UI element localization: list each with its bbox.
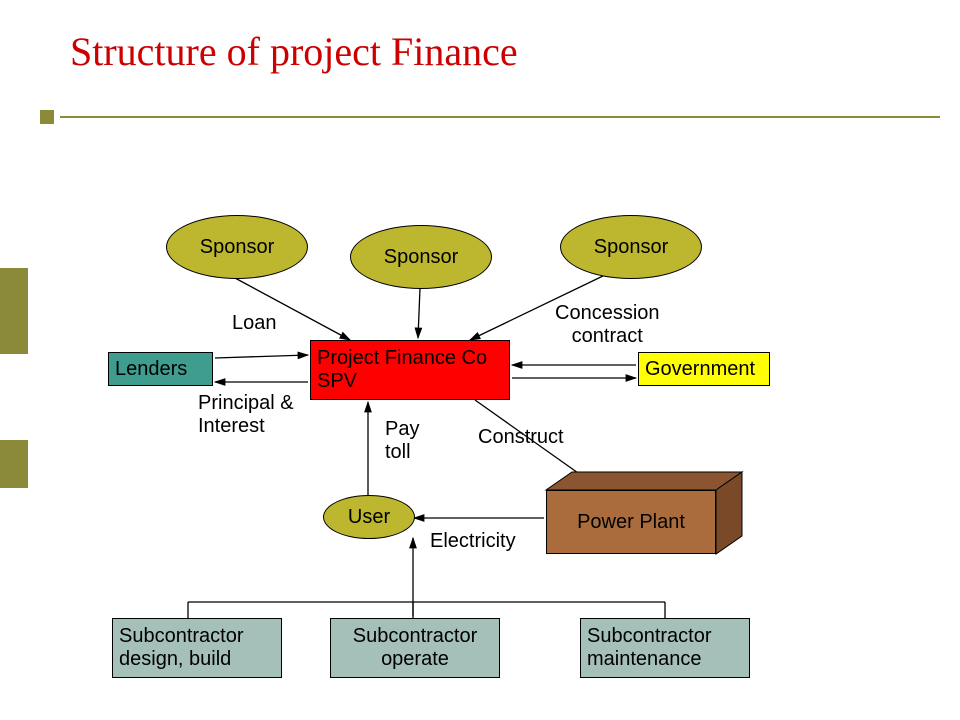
edge-label-construct: Construct: [478, 426, 564, 449]
node-user: User: [323, 495, 415, 539]
side-bar-2: [0, 440, 28, 488]
node-label: Subcontractor operate: [353, 625, 478, 671]
node-sub-design: Subcontractor design, build: [112, 618, 282, 678]
node-sponsor-2: Sponsor: [350, 225, 492, 289]
powerplant-cube-top: [546, 472, 742, 492]
node-spv: Project Finance Co SPV: [310, 340, 510, 400]
node-label: Sponsor: [384, 246, 459, 269]
node-powerplant: Power Plant: [546, 490, 716, 554]
node-label: Power Plant: [577, 511, 685, 534]
edge-label-loan: Loan: [232, 312, 277, 335]
node-government: Government: [638, 352, 770, 386]
node-label: User: [348, 506, 390, 529]
node-label: Lenders: [115, 358, 187, 381]
node-label: Subcontractor maintenance: [587, 625, 712, 671]
side-bar-1: [0, 268, 28, 354]
node-label: Project Finance Co SPV: [317, 347, 487, 393]
node-label: Government: [645, 358, 755, 381]
node-lenders: Lenders: [108, 352, 213, 386]
node-sponsor-3: Sponsor: [560, 215, 702, 279]
node-label: Sponsor: [594, 236, 669, 259]
page-title: Structure of project Finance: [70, 28, 518, 75]
powerplant-cube-side: [716, 472, 744, 554]
node-label: Subcontractor design, build: [119, 625, 244, 671]
edge-label-paytoll: Pay toll: [385, 418, 419, 464]
edge-label-electricity: Electricity: [430, 530, 516, 553]
node-sub-operate: Subcontractor operate: [330, 618, 500, 678]
node-label: Sponsor: [200, 236, 275, 259]
accent-line: [60, 116, 940, 118]
accent-square: [40, 110, 54, 124]
edge-label-concession: Concession contract: [555, 302, 660, 348]
node-sponsor-1: Sponsor: [166, 215, 308, 279]
node-sub-maintenance: Subcontractor maintenance: [580, 618, 750, 678]
edge-label-principal: Principal & Interest: [198, 392, 294, 438]
